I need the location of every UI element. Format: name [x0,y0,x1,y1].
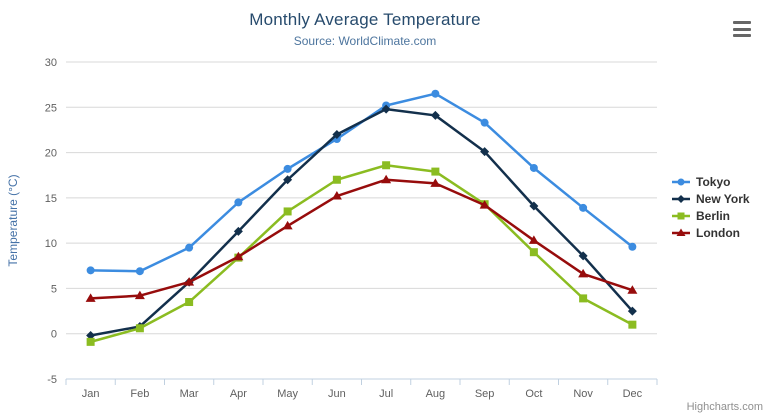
hamburger-icon [733,21,751,24]
y-axis-tick-label: 15 [45,193,57,205]
data-point-berlin[interactable] [185,298,194,307]
export-menu-button[interactable] [732,20,752,38]
triangle-marker-icon [672,228,690,236]
x-axis-tick-label: Feb [130,388,149,400]
x-axis-tick-label: Dec [623,388,643,400]
series-new-york [86,104,637,341]
series-line-tokyo[interactable] [89,92,634,273]
data-point-berlin[interactable] [332,175,341,184]
legend: Tokyo New York Berlin London [671,175,750,240]
data-point-new-york[interactable] [480,147,490,157]
data-point-new-york[interactable] [283,175,293,185]
data-point-tokyo [677,178,685,186]
x-axis-tick-label: Apr [230,388,247,400]
data-point-berlin[interactable] [628,320,637,329]
y-axis-tick-label: -5 [47,374,57,386]
data-point-tokyo[interactable] [185,243,194,252]
data-point-london[interactable] [282,220,293,230]
legend-item-new-york[interactable]: New York [671,192,750,206]
diamond-marker-icon [672,195,690,203]
x-axis-tick-label: Jan [82,388,100,400]
data-point-new-york [677,195,685,203]
legend-item-tokyo[interactable]: Tokyo [671,175,750,189]
legend-label-new-york: New York [696,192,750,206]
data-point-new-york[interactable] [430,110,440,120]
x-axis-tick-label: Jun [328,388,346,400]
series-london [85,174,638,302]
chart-title: Monthly Average Temperature [249,10,481,29]
data-point-tokyo[interactable] [86,266,95,275]
x-axis-tick-label: Oct [525,388,542,400]
data-point-new-york[interactable] [332,129,342,139]
data-point-new-york[interactable] [529,201,539,211]
y-axis-tick-label: 10 [45,238,57,250]
data-point-london[interactable] [331,191,342,200]
data-point-london[interactable] [233,251,244,261]
y-axis-title: Temperature (°C) [6,174,20,266]
hamburger-icon [733,27,751,31]
legend-item-london[interactable]: London [671,226,750,240]
circle-marker-icon [672,178,690,186]
x-axis-tick-label: Sep [475,388,495,400]
data-point-berlin[interactable] [529,248,538,257]
legend-label-tokyo: Tokyo [696,175,731,189]
hamburger-icon [733,34,751,37]
data-point-berlin[interactable] [135,324,144,333]
data-point-berlin[interactable] [86,337,95,346]
data-point-new-york[interactable] [233,226,243,236]
data-point-berlin[interactable] [382,161,391,170]
x-axis-tick-label: May [277,388,298,400]
legend-label-berlin: Berlin [696,209,731,223]
series-line-new-york[interactable] [89,107,634,337]
legend-label-london: London [696,226,740,240]
y-axis-tick-label: 25 [45,102,57,114]
data-point-berlin [677,212,685,220]
x-axis-tick-label: Aug [426,388,446,400]
x-axis-tick-label: Jul [379,388,393,400]
data-point-london[interactable] [134,290,145,300]
data-point-berlin[interactable] [431,167,440,176]
chart-subtitle: Source: WorldClimate.com [293,34,437,48]
data-point-new-york[interactable] [381,104,391,114]
data-point-tokyo[interactable] [234,198,243,207]
data-point-london[interactable] [627,285,638,294]
data-point-london[interactable] [184,277,195,286]
data-point-tokyo[interactable] [431,89,440,98]
data-point-new-york[interactable] [578,251,588,261]
data-point-tokyo[interactable] [480,118,489,127]
data-point-tokyo[interactable] [529,163,538,172]
y-axis-tick-label: 30 [45,57,57,69]
data-point-berlin[interactable] [283,207,292,216]
data-point-london[interactable] [528,235,539,244]
legend-item-berlin[interactable]: Berlin [671,209,750,223]
data-point-berlin[interactable] [579,294,588,303]
data-point-london[interactable] [430,178,441,187]
data-point-london [676,228,686,236]
y-axis-tick-label: 5 [51,283,57,295]
x-axis-tick-label: Nov [573,388,593,400]
data-point-london[interactable] [85,293,96,302]
series-tokyo [86,89,637,276]
data-point-new-york[interactable] [627,306,637,316]
series-line-berlin[interactable] [89,164,634,344]
data-point-new-york[interactable] [86,331,96,341]
data-point-london[interactable] [381,174,392,184]
x-axis-tick-label: Mar [180,388,199,400]
credits-link[interactable]: Highcharts.com [686,401,763,413]
data-point-london[interactable] [479,200,490,209]
data-point-tokyo[interactable] [579,203,588,212]
y-axis-tick-label: 0 [51,329,57,341]
y-axis-tick-label: 20 [45,148,57,160]
square-marker-icon [672,212,690,220]
data-point-tokyo[interactable] [628,242,637,251]
data-point-tokyo[interactable] [283,164,292,173]
data-point-tokyo[interactable] [135,267,144,276]
series-line-london[interactable] [89,178,634,300]
data-point-london[interactable] [578,268,589,278]
